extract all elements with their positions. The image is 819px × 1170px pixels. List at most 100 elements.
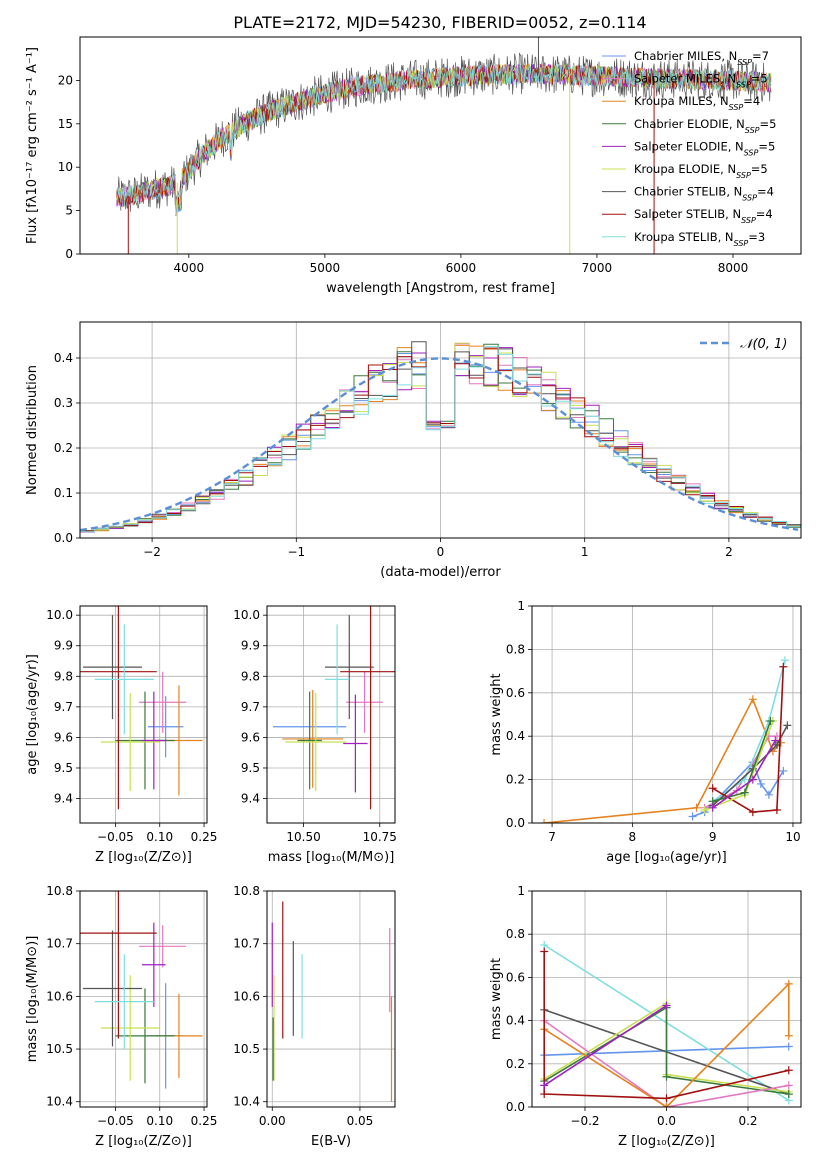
y-tick-label: 0.2 [54, 441, 73, 455]
residuals-legend: 𝒩(0, 1) [700, 337, 787, 352]
axes-frame [266, 890, 396, 1108]
x-tick-label: 8 [629, 830, 637, 844]
panel-age_vs_Z: −0.05 0.10 0.25 9.4 9.5 9.6 9.7 9.8 9.9 10.0 Z [lo… [25, 605, 218, 865]
y-tick-label: 10.5 [233, 1042, 260, 1056]
weight-marker-salpeter_elodie [540, 1081, 549, 1090]
y-tick-label: 0.1 [54, 486, 73, 500]
y-tick-label: 10.7 [233, 937, 260, 951]
gaussian-curve [80, 357, 799, 532]
weight-marker-salpeter_stelib [779, 662, 788, 671]
y-tick-label: 0.4 [506, 729, 525, 743]
y-tick-label: 0.4 [506, 1014, 525, 1028]
axes-frame [531, 890, 802, 1108]
plot-area [116, 37, 772, 254]
legend-label-chabrier_stelib: Chabrier STELIB, NSSP=4 [634, 185, 774, 203]
x-tick-label: 0.10 [146, 1114, 173, 1128]
histogram-kroupa_stelib [80, 346, 801, 538]
y-tick-label: 10.4 [46, 1095, 73, 1109]
weight-marker-salpeter_stelib [748, 808, 757, 817]
y-tick-label: 0.6 [506, 970, 525, 984]
y-tick-label: 20 [58, 73, 73, 87]
legend-label-kroupa_stelib: Kroupa STELIB, NSSP=3 [634, 230, 765, 248]
y-axis-label: age [log₁₀(age/yr)] [25, 654, 40, 775]
x-axis-label: (data-model)/error [380, 565, 501, 580]
axes-frame [79, 321, 802, 539]
legend-label-kroupa_elodie: Kroupa ELODIE, NSSP=5 [634, 162, 768, 180]
x-tick-label: 4000 [174, 261, 205, 275]
y-tick-label: 9.4 [241, 792, 260, 806]
y-tick-label: 1 [517, 599, 525, 613]
weight-marker-salpeter_stelib [540, 1090, 549, 1099]
legend-label-chabrier_miles: Chabrier MILES, NSSP=7 [634, 49, 769, 67]
figure-title: PLATE=2172, MJD=54230, FIBERID=0052, z=0… [233, 13, 646, 32]
panel-age_vs_mass: 10.50 10.75 9.4 9.5 9.6 9.7 9.8 9.9 10.0 mass [lo… [233, 605, 397, 865]
weight-marker-kroupa_miles [692, 803, 701, 812]
axes-frame [266, 605, 396, 824]
y-tick-label: 9.8 [241, 669, 260, 683]
x-tick-label: −2 [143, 545, 161, 559]
plot-area [532, 606, 801, 823]
y-tick-label: 0.8 [506, 642, 525, 656]
weight-marker-chabrier_elodie [662, 1072, 671, 1081]
plot-area [532, 891, 801, 1107]
weight-marker-chabrier_miles [688, 812, 697, 821]
weight-marker-kroupa_miles [540, 819, 549, 823]
y-tick-label: 0.8 [506, 927, 525, 941]
y-tick-label: 10.6 [46, 989, 73, 1003]
x-tick-label: −1 [287, 545, 305, 559]
plot-area [267, 891, 395, 1107]
x-tick-label: −0.05 [97, 1114, 134, 1128]
x-tick-label: 1 [581, 545, 589, 559]
x-tick-label: 0.25 [191, 1114, 218, 1128]
x-tick-label: −0.2 [570, 1114, 599, 1128]
x-tick-label: 8000 [718, 261, 749, 275]
x-tick-label: 7000 [582, 261, 613, 275]
weight-marker-salpeter_stelib [662, 1094, 671, 1103]
x-axis-label: mass [log₁₀(M/M⊙)] [268, 850, 395, 865]
weight-marker-chabrier_miles [756, 779, 765, 788]
legend-label-gauss: 𝒩(0, 1) [740, 337, 787, 352]
y-tick-label: 10.5 [46, 1042, 73, 1056]
weight-marker-chabrier_miles [779, 766, 788, 775]
x-tick-label: 5000 [310, 261, 341, 275]
y-tick-label: 9.5 [241, 761, 260, 775]
weight-line-chabrier_elodie [543, 1006, 789, 1095]
y-tick-label: 10.6 [233, 989, 260, 1003]
x-tick-label: 0 [437, 545, 445, 559]
weight-marker-salpeter_stelib [708, 784, 717, 793]
axes-frame [531, 605, 802, 824]
weight-marker-salpeter_stelib [540, 947, 549, 956]
weight-line-salpeter_stelib [712, 666, 785, 813]
weight-marker-chabrier_elodie [740, 788, 749, 797]
x-tick-label: 2 [725, 545, 733, 559]
weight-marker-salpeter_stelib [784, 1066, 793, 1075]
panel-spectrum: 4000 5000 6000 7000 8000 0 5 10 15 20 wavelength [… [25, 36, 802, 296]
plot-area [80, 891, 207, 1107]
legend-label-salpeter_miles: Salpeter MILES, NSSP=5 [634, 72, 768, 90]
weight-marker-kroupa_stelib [780, 656, 789, 665]
y-axis-label: Flux [fλ10⁻¹⁷ erg cm⁻² s⁻¹ A⁻¹] [25, 47, 40, 244]
x-tick-label: 7 [548, 830, 556, 844]
y-tick-label: 9.5 [54, 761, 73, 775]
weight-marker-chabrier_stelib [783, 721, 792, 730]
y-tick-label: 1 [517, 884, 525, 898]
weight-marker-salpeter_elodie [708, 803, 717, 812]
x-tick-label: 0.05 [347, 1114, 374, 1128]
y-axis-label: mass weight [489, 958, 504, 1040]
legend-label-chabrier_elodie: Chabrier ELODIE, NSSP=5 [634, 117, 776, 135]
y-tick-label: 10.8 [46, 884, 73, 898]
x-tick-label: 0.00 [259, 1114, 286, 1128]
y-tick-label: 9.6 [241, 730, 260, 744]
legend-label-kroupa_miles: Kroupa MILES, NSSP=4 [634, 94, 760, 112]
x-axis-label: Z [log₁₀(Z/Z⊙)] [95, 1134, 192, 1149]
legend-label-salpeter_stelib: Salpeter STELIB, NSSP=4 [634, 207, 773, 225]
y-tick-label: 0.4 [54, 351, 73, 365]
weight-marker-chabrier_elodie [766, 717, 775, 726]
y-tick-label: 0.0 [506, 816, 525, 830]
y-tick-label: 10.7 [46, 937, 73, 951]
x-tick-label: 0.25 [191, 830, 218, 844]
weight-marker-kroupa_miles [748, 695, 757, 704]
y-axis-label: mass weight [489, 673, 504, 755]
weight-line-salpeter_miles [543, 1019, 789, 1107]
